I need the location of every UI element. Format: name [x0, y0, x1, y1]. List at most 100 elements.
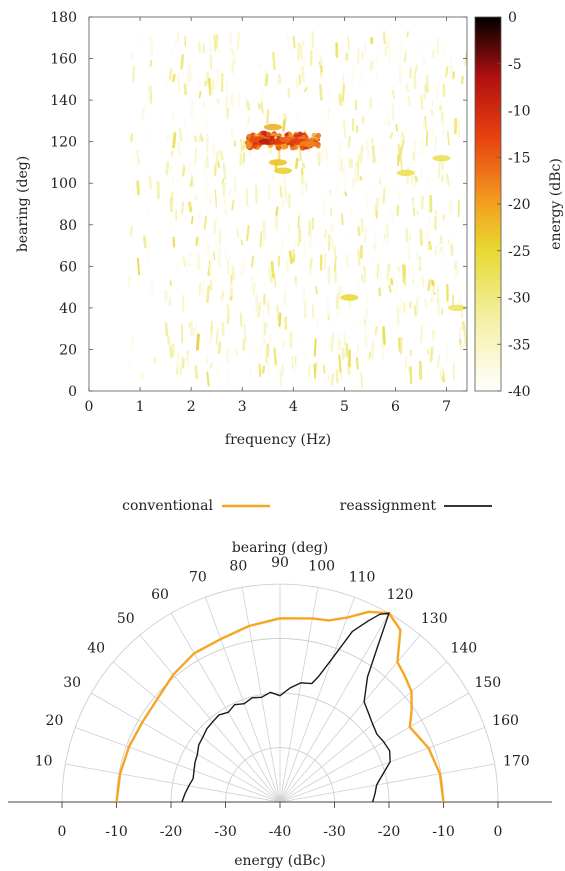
heatmap-cell [177, 176, 181, 189]
heatmap-cell [408, 367, 411, 377]
heatmap-cell [416, 209, 420, 216]
polar-grid-spoke [75, 727, 281, 803]
heatmap-cell [287, 221, 291, 233]
heatmap-cell [191, 216, 194, 224]
heatmap-cell [412, 197, 416, 208]
heatmap-cell [179, 128, 183, 142]
heatmap-cell [230, 47, 234, 55]
heatmap-cell [388, 284, 392, 293]
heatmap-cell [253, 67, 257, 85]
heatmap-cell [188, 64, 193, 82]
spectrogram-chart: 0 1 2 3 4 5 6 7 0 20 40 60 80 100 120 140 160 180 freque… [15, 10, 564, 448]
colorbar-tick-label: -10 [508, 104, 531, 120]
heatmap-cell [425, 74, 430, 93]
heatmap-cell [208, 35, 212, 54]
heatmap-cell [146, 244, 151, 261]
heatmap-cell [247, 133, 252, 139]
heatmap-cell [388, 335, 392, 343]
heatmap-cell [138, 201, 143, 209]
polar-angle-tick-label: 170 [503, 753, 530, 769]
heatmap-cell [209, 362, 214, 370]
heatmap-hotspot [274, 167, 293, 174]
polar-grid-spoke [279, 587, 319, 803]
heatmap-cell [287, 87, 291, 98]
heatmap-cell [415, 252, 419, 260]
polar-angle-tick-label: 10 [35, 753, 53, 769]
polar-grid-spoke [91, 692, 281, 803]
heatmap-cell [341, 212, 344, 226]
heatmap-x-axis-label: frequency (Hz) [225, 432, 331, 448]
y-tick-label: 80 [59, 218, 77, 234]
heatmap-cell [434, 83, 438, 99]
heatmap-cell [136, 35, 139, 45]
heatmap-cell [169, 345, 173, 359]
heatmap-cell [278, 62, 281, 74]
heatmap-cell [431, 338, 435, 348]
heatmap-cell [280, 175, 283, 193]
heatmap-cell [295, 79, 299, 90]
heatmap-cell [313, 338, 317, 357]
heatmap-cell [187, 259, 191, 267]
heatmap-cell [206, 251, 210, 268]
heatmap-cell [197, 152, 202, 161]
heatmap-cell [300, 65, 305, 83]
heatmap-cell [439, 235, 443, 245]
heatmap-cell [415, 296, 420, 311]
heatmap-cell [175, 359, 181, 370]
heatmap-hotspot [432, 155, 451, 162]
heatmap-hotspot [263, 123, 282, 131]
polar-radial-tick-label: 0 [58, 824, 67, 840]
heatmap-cell [171, 73, 176, 83]
heatmap-cell [232, 158, 236, 177]
heatmap-cell [262, 277, 267, 286]
x-tick-label: 5 [340, 399, 349, 415]
heatmap-cell [169, 166, 173, 172]
heatmap-cell [283, 290, 287, 307]
heatmap-cell [276, 304, 280, 321]
heatmap-cell [191, 253, 195, 266]
heatmap-cell [307, 220, 312, 236]
heatmap-cell [176, 32, 180, 43]
heatmap-cell [401, 263, 406, 284]
heatmap-cell [273, 347, 278, 366]
heatmap-cell [149, 85, 153, 104]
heatmap-cell [422, 81, 427, 95]
y-tick-label: 60 [59, 259, 77, 275]
heatmap-cell [225, 81, 228, 94]
heatmap-cell [174, 262, 177, 276]
heatmap-cell [252, 143, 258, 149]
heatmap-cell [136, 180, 140, 196]
heatmap-cell [401, 132, 405, 139]
heatmap-cell [236, 31, 241, 50]
heatmap-cell [347, 35, 350, 51]
heatmap-cell [360, 372, 363, 390]
heatmap-cell [382, 326, 386, 345]
heatmap-cell [328, 341, 332, 347]
y-tick-label: 40 [59, 301, 77, 317]
heatmap-cell [231, 51, 237, 64]
heatmap-cell [203, 159, 206, 175]
heatmap-cell [451, 136, 455, 147]
heatmap-cell [247, 116, 251, 125]
heatmap-cell [358, 318, 362, 332]
heatmap-cell [188, 93, 192, 99]
heatmap-cell [400, 138, 405, 149]
heatmap-cell [215, 69, 219, 79]
heatmap-cell [378, 177, 382, 186]
heatmap-cell [431, 125, 435, 138]
heatmap-cell [338, 354, 342, 373]
heatmap-cell [203, 113, 208, 130]
heatmap-cell [188, 201, 193, 213]
heatmap-cell [223, 207, 227, 214]
heatmap-cell [219, 70, 223, 76]
heatmap-cell [372, 58, 375, 70]
colorbar-tick-label: 0 [508, 10, 517, 26]
heatmap-cell [351, 65, 356, 83]
heatmap-cell [347, 136, 351, 149]
heatmap-cell [286, 33, 290, 50]
heatmap-cell [407, 96, 411, 106]
heatmap-cell [425, 130, 429, 147]
heatmap-cell [419, 259, 424, 272]
heatmap-cell [457, 199, 460, 218]
heatmap-cell [301, 170, 305, 188]
